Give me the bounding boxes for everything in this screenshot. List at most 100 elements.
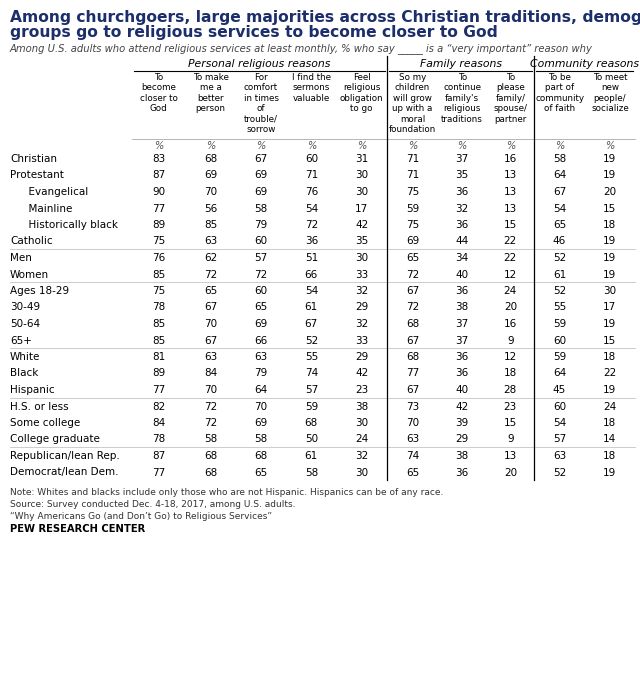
Text: 20: 20 bbox=[604, 187, 616, 197]
Text: 52: 52 bbox=[553, 286, 566, 296]
Text: 24: 24 bbox=[604, 401, 616, 412]
Text: 60: 60 bbox=[553, 336, 566, 346]
Text: 65: 65 bbox=[406, 468, 419, 477]
Text: 68: 68 bbox=[406, 352, 419, 362]
Text: 77: 77 bbox=[406, 369, 419, 378]
Text: 12: 12 bbox=[504, 269, 517, 279]
Text: Among churchgoers, large majorities across Christian traditions, demographic: Among churchgoers, large majorities acro… bbox=[10, 10, 640, 25]
Text: 28: 28 bbox=[504, 385, 517, 395]
Text: 67: 67 bbox=[255, 154, 268, 164]
Text: 36: 36 bbox=[456, 468, 469, 477]
Text: 64: 64 bbox=[553, 369, 566, 378]
Text: 60: 60 bbox=[255, 237, 268, 246]
Text: 30: 30 bbox=[355, 468, 368, 477]
Text: 54: 54 bbox=[553, 418, 566, 428]
Text: 75: 75 bbox=[152, 286, 165, 296]
Text: 30-49: 30-49 bbox=[10, 302, 40, 313]
Text: 19: 19 bbox=[604, 170, 616, 181]
Text: 68: 68 bbox=[305, 418, 318, 428]
Text: 52: 52 bbox=[553, 253, 566, 263]
Text: 32: 32 bbox=[456, 204, 469, 214]
Text: 50: 50 bbox=[305, 434, 318, 445]
Text: 79: 79 bbox=[255, 220, 268, 230]
Text: 90: 90 bbox=[152, 187, 165, 197]
Text: 78: 78 bbox=[152, 302, 165, 313]
Text: Community reasons: Community reasons bbox=[530, 59, 639, 69]
Text: 57: 57 bbox=[255, 253, 268, 263]
Text: To
continue
family's
religious
traditions: To continue family's religious tradition… bbox=[442, 73, 483, 124]
Text: 13: 13 bbox=[504, 187, 517, 197]
Text: 44: 44 bbox=[456, 237, 469, 246]
Text: 69: 69 bbox=[406, 237, 419, 246]
Text: 65+: 65+ bbox=[10, 336, 32, 346]
Text: 38: 38 bbox=[456, 302, 469, 313]
Text: 18: 18 bbox=[604, 451, 616, 461]
Text: 63: 63 bbox=[553, 451, 566, 461]
Text: 42: 42 bbox=[355, 369, 368, 378]
Text: To
please
family/
spouse/
partner: To please family/ spouse/ partner bbox=[493, 73, 527, 124]
Text: 65: 65 bbox=[406, 253, 419, 263]
Text: 76: 76 bbox=[152, 253, 165, 263]
Text: 40: 40 bbox=[456, 269, 468, 279]
Text: 67: 67 bbox=[406, 336, 419, 346]
Text: %: % bbox=[154, 141, 163, 151]
Text: 78: 78 bbox=[152, 434, 165, 445]
Text: 24: 24 bbox=[355, 434, 368, 445]
Text: Some college: Some college bbox=[10, 418, 80, 428]
Text: 58: 58 bbox=[553, 154, 566, 164]
Text: 39: 39 bbox=[456, 418, 469, 428]
Text: 32: 32 bbox=[355, 451, 368, 461]
Text: 33: 33 bbox=[355, 269, 368, 279]
Text: 36: 36 bbox=[456, 220, 469, 230]
Text: 16: 16 bbox=[504, 319, 517, 329]
Text: 60: 60 bbox=[255, 286, 268, 296]
Text: 71: 71 bbox=[305, 170, 318, 181]
Text: 68: 68 bbox=[406, 319, 419, 329]
Text: 60: 60 bbox=[305, 154, 318, 164]
Text: 58: 58 bbox=[255, 204, 268, 214]
Text: 56: 56 bbox=[204, 204, 218, 214]
Text: 64: 64 bbox=[255, 385, 268, 395]
Text: 64: 64 bbox=[553, 170, 566, 181]
Text: 71: 71 bbox=[406, 154, 419, 164]
Text: 51: 51 bbox=[305, 253, 318, 263]
Text: 22: 22 bbox=[604, 369, 616, 378]
Text: 59: 59 bbox=[305, 401, 318, 412]
Text: 85: 85 bbox=[204, 220, 218, 230]
Text: 63: 63 bbox=[204, 352, 218, 362]
Text: 32: 32 bbox=[355, 319, 368, 329]
Text: 52: 52 bbox=[305, 336, 318, 346]
Text: 57: 57 bbox=[305, 385, 318, 395]
Text: 13: 13 bbox=[504, 451, 517, 461]
Text: Historically black: Historically black bbox=[22, 220, 118, 230]
Text: 85: 85 bbox=[152, 269, 165, 279]
Text: 67: 67 bbox=[406, 286, 419, 296]
Text: Men: Men bbox=[10, 253, 32, 263]
Text: Women: Women bbox=[10, 269, 49, 279]
Text: 61: 61 bbox=[305, 302, 318, 313]
Text: 89: 89 bbox=[152, 220, 165, 230]
Text: 69: 69 bbox=[255, 319, 268, 329]
Text: 19: 19 bbox=[604, 269, 616, 279]
Text: %: % bbox=[506, 141, 515, 151]
Text: Catholic: Catholic bbox=[10, 237, 52, 246]
Text: To
become
closer to
God: To become closer to God bbox=[140, 73, 178, 113]
Text: So my
children
will grow
up with a
moral
foundation: So my children will grow up with a moral… bbox=[389, 73, 436, 134]
Text: 73: 73 bbox=[406, 401, 419, 412]
Text: 70: 70 bbox=[406, 418, 419, 428]
Text: 81: 81 bbox=[152, 352, 165, 362]
Text: Evangelical: Evangelical bbox=[22, 187, 88, 197]
Text: 19: 19 bbox=[604, 154, 616, 164]
Text: H.S. or less: H.S. or less bbox=[10, 401, 68, 412]
Text: Ages 18-29: Ages 18-29 bbox=[10, 286, 69, 296]
Text: 87: 87 bbox=[152, 451, 165, 461]
Text: 29: 29 bbox=[355, 352, 368, 362]
Text: 70: 70 bbox=[255, 401, 268, 412]
Text: 32: 32 bbox=[355, 286, 368, 296]
Text: %: % bbox=[206, 141, 215, 151]
Text: 65: 65 bbox=[553, 220, 566, 230]
Text: 30: 30 bbox=[355, 170, 368, 181]
Text: 38: 38 bbox=[355, 401, 368, 412]
Text: 59: 59 bbox=[553, 319, 566, 329]
Text: %: % bbox=[357, 141, 366, 151]
